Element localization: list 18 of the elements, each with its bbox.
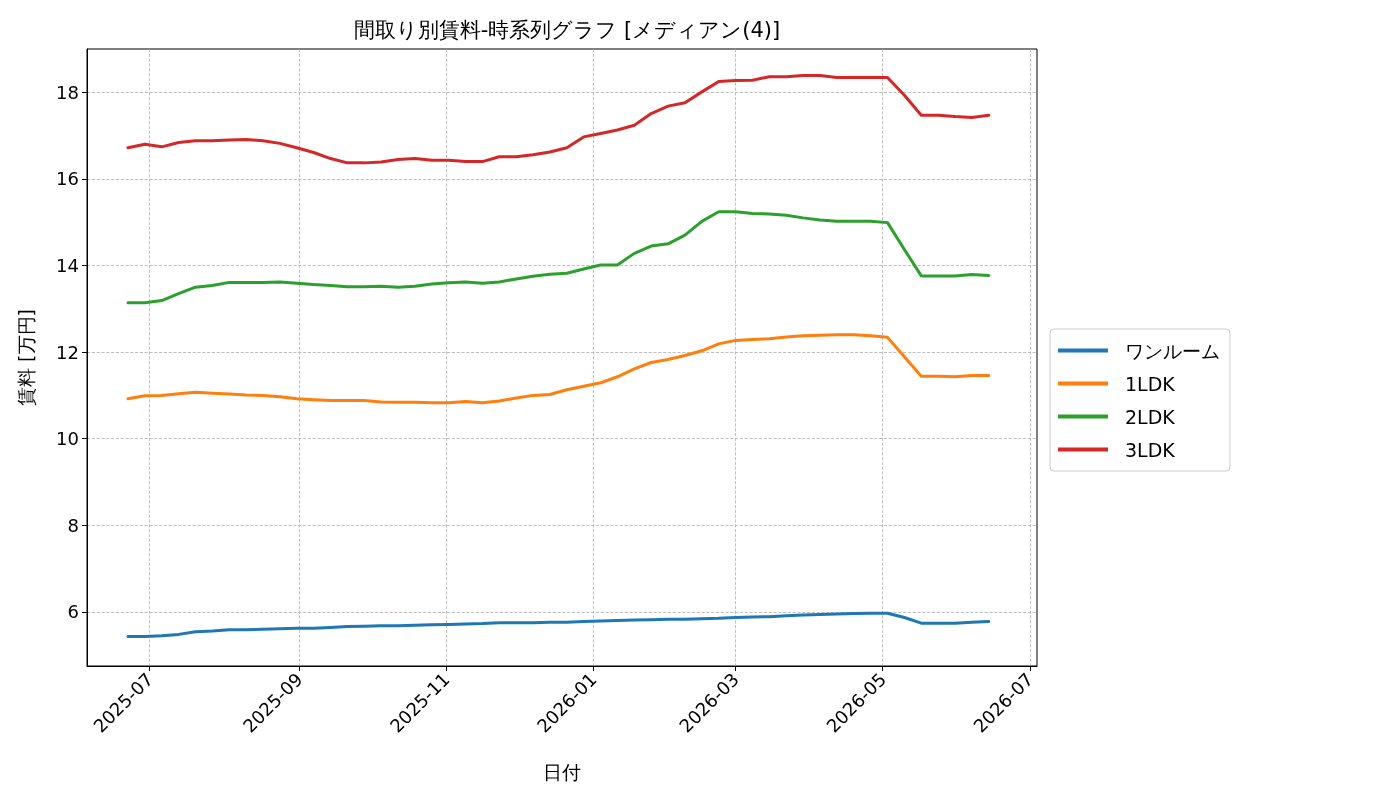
line-series: [126, 73, 991, 165]
legend-label: 2LDK: [1125, 405, 1176, 428]
y-axis-title: 賃料 [万円]: [14, 309, 37, 406]
y-tick-label: 12: [56, 341, 79, 363]
y-tick-label: 10: [56, 428, 79, 450]
line-series: [126, 210, 991, 305]
legend-label: ワンルーム: [1125, 339, 1220, 362]
chart-title: 間取り別賃料-時系列グラフ [メディアン(4)]: [353, 17, 781, 42]
y-tick-label: 18: [56, 81, 79, 103]
y-tick-label: 16: [56, 168, 79, 190]
legend-label: 3LDK: [1125, 438, 1176, 461]
line-series: [126, 611, 991, 639]
y-tick-label: 14: [56, 254, 79, 276]
line-series: [126, 333, 991, 405]
y-tick-label: 8: [67, 514, 79, 536]
y-tick-label: 6: [67, 601, 79, 623]
legend-label: 1LDK: [1125, 372, 1176, 395]
x-axis-title: 日付: [543, 760, 581, 783]
